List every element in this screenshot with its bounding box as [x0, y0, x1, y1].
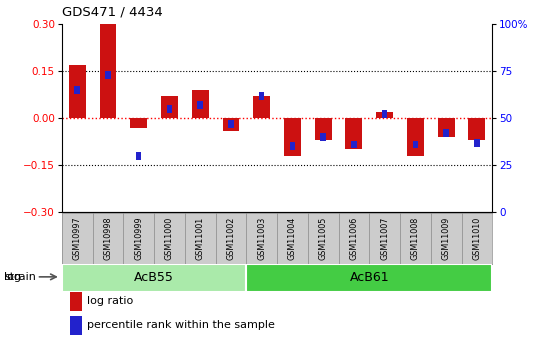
Text: log ratio: log ratio [87, 296, 133, 306]
Bar [253, 96, 270, 118]
Bar [100, 24, 116, 118]
Bar [443, 129, 449, 137]
Bar [228, 120, 233, 128]
Bar [438, 118, 455, 137]
Text: GSM11010: GSM11010 [472, 216, 482, 260]
Bar [161, 96, 178, 118]
Bar [74, 86, 80, 94]
Text: percentile rank within the sample: percentile rank within the sample [87, 320, 275, 330]
Text: GSM11001: GSM11001 [196, 216, 205, 260]
Text: GSM10999: GSM10999 [134, 216, 143, 260]
Bar [474, 139, 480, 147]
Bar [413, 140, 418, 148]
Text: strain: strain [4, 272, 36, 282]
Bar [351, 140, 357, 148]
Bar [246, 264, 492, 292]
Text: GSM10998: GSM10998 [103, 216, 112, 260]
Text: GSM11002: GSM11002 [226, 216, 236, 260]
Bar [259, 92, 265, 99]
Bar [130, 118, 147, 128]
Bar [192, 90, 209, 118]
Bar [105, 71, 111, 79]
Bar [321, 133, 326, 141]
Bar [469, 118, 485, 140]
Text: GSM11007: GSM11007 [380, 216, 389, 260]
Bar [223, 118, 239, 131]
Bar [345, 118, 363, 149]
Text: GSM10997: GSM10997 [73, 216, 82, 260]
Text: GSM11008: GSM11008 [411, 216, 420, 260]
Bar [289, 142, 295, 150]
Bar [315, 118, 331, 140]
Text: GSM11009: GSM11009 [442, 216, 451, 260]
Text: GSM11006: GSM11006 [349, 216, 358, 260]
Bar [284, 118, 301, 156]
Bar [382, 110, 387, 118]
Text: log: log [4, 272, 22, 282]
Bar [62, 264, 246, 292]
Bar [136, 152, 141, 160]
Text: AcB55: AcB55 [134, 271, 174, 284]
Bar [167, 105, 172, 113]
Text: GSM11005: GSM11005 [318, 216, 328, 260]
Text: AcB61: AcB61 [350, 271, 389, 284]
Bar [69, 65, 86, 118]
Bar [407, 118, 424, 156]
Text: GSM11000: GSM11000 [165, 216, 174, 260]
Text: GDS471 / 4434: GDS471 / 4434 [62, 6, 162, 19]
Bar [376, 112, 393, 118]
Text: GSM11004: GSM11004 [288, 216, 297, 260]
Bar [197, 101, 203, 109]
Text: GSM11003: GSM11003 [257, 216, 266, 260]
